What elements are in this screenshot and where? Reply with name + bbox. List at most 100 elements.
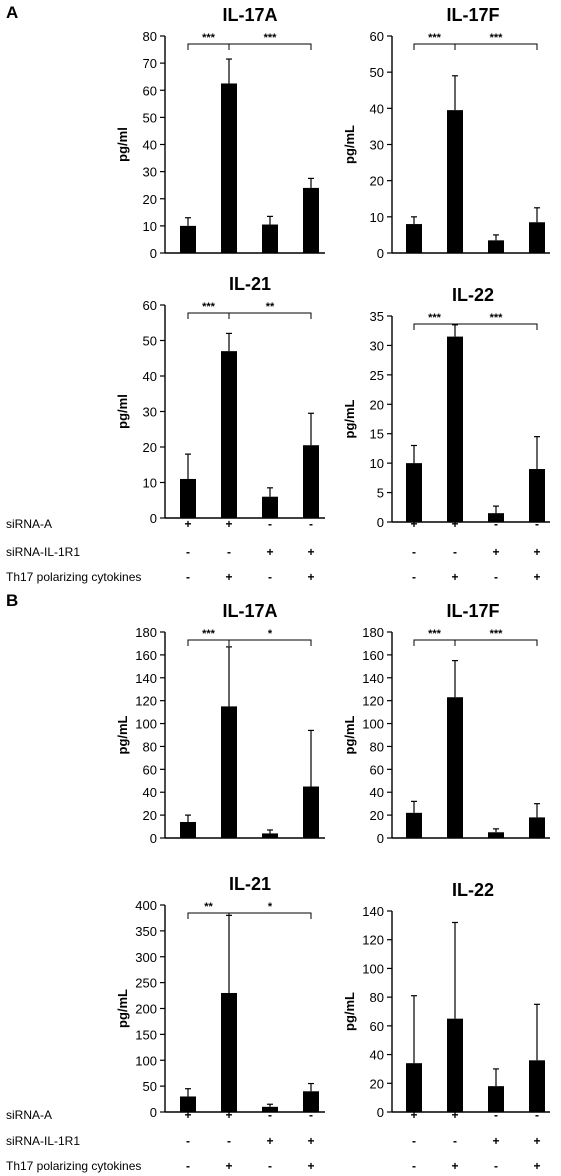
- condition-sign: +: [266, 545, 273, 559]
- y-tick-label: 350: [135, 924, 157, 939]
- significance-bracket: [187, 43, 230, 50]
- y-tick-label: 40: [143, 785, 157, 800]
- y-tick-label: 40: [143, 138, 157, 153]
- y-axis-label: pg/mL: [115, 715, 130, 754]
- y-tick-label: 0: [150, 831, 157, 846]
- y-tick-label: 60: [143, 298, 157, 313]
- y-tick-label: 30: [143, 165, 157, 180]
- y-tick-label: 140: [362, 904, 384, 919]
- y-axis-label: pg/mL: [342, 715, 357, 754]
- condition-sign: +: [533, 1159, 540, 1173]
- y-tick-label: 80: [370, 739, 384, 754]
- significance-label: **: [204, 901, 213, 913]
- condition-sign: -: [412, 545, 416, 559]
- bar: [303, 187, 319, 253]
- condition-sign: +: [266, 1134, 273, 1148]
- condition-sign: -: [227, 545, 231, 559]
- condition-row-label: Th17 polarizing cytokines: [6, 1159, 141, 1173]
- significance-label: ***: [490, 312, 504, 324]
- y-axis-label: pg/mL: [342, 399, 357, 438]
- condition-sign: -: [412, 1134, 416, 1148]
- condition-sign: -: [535, 517, 539, 531]
- bar: [529, 469, 545, 522]
- significance-bracket: [413, 639, 456, 646]
- condition-sign: +: [410, 1108, 417, 1122]
- y-tick-label: 30: [370, 138, 384, 153]
- condition-sign: +: [533, 545, 540, 559]
- condition-sign: +: [225, 1159, 232, 1173]
- panel-label: B: [6, 591, 18, 610]
- significance-bracket: [413, 323, 456, 330]
- significance-label: ***: [202, 301, 216, 313]
- condition-sign: -: [186, 1159, 190, 1173]
- condition-sign: -: [186, 570, 190, 584]
- condition-sign: +: [410, 517, 417, 531]
- y-tick-label: 50: [143, 334, 157, 349]
- significance-bracket: [228, 43, 312, 50]
- bar: [488, 1086, 504, 1112]
- bar: [303, 445, 319, 518]
- y-tick-label: 100: [362, 961, 384, 976]
- condition-sign: -: [494, 1108, 498, 1122]
- y-tick-label: 60: [143, 83, 157, 98]
- bar: [447, 1018, 463, 1112]
- bar: [262, 224, 278, 253]
- condition-sign: -: [412, 570, 416, 584]
- condition-sign: +: [307, 545, 314, 559]
- y-tick-label: 140: [135, 671, 157, 686]
- y-tick-label: 60: [370, 762, 384, 777]
- bar: [180, 1096, 196, 1112]
- condition-row-label: siRNA-IL-1R1: [6, 545, 80, 559]
- condition-sign: +: [225, 517, 232, 531]
- bar: [303, 1091, 319, 1112]
- y-tick-label: 60: [143, 762, 157, 777]
- y-tick-label: 160: [362, 648, 384, 663]
- chart-title: IL-17A: [222, 5, 277, 25]
- bar: [447, 336, 463, 522]
- chart-title: IL-22: [452, 285, 494, 305]
- condition-sign: -: [268, 1159, 272, 1173]
- y-tick-label: 0: [150, 1105, 157, 1120]
- y-tick-label: 20: [370, 397, 384, 412]
- bar: [447, 110, 463, 254]
- bar: [406, 812, 422, 838]
- y-tick-label: 35: [370, 309, 384, 324]
- bar: [447, 697, 463, 838]
- significance-bracket: [228, 912, 312, 919]
- y-tick-label: 300: [135, 950, 157, 965]
- condition-sign: -: [453, 1134, 457, 1148]
- significance-label: ***: [428, 32, 442, 44]
- y-tick-label: 0: [377, 246, 384, 261]
- condition-sign: -: [268, 570, 272, 584]
- significance-bracket: [454, 639, 538, 646]
- y-tick-label: 160: [135, 648, 157, 663]
- condition-sign: +: [533, 1134, 540, 1148]
- bar: [303, 786, 319, 838]
- y-tick-label: 180: [362, 625, 384, 640]
- y-tick-label: 5: [377, 486, 384, 501]
- chart-title: IL-21: [229, 274, 271, 294]
- condition-sign: +: [225, 570, 232, 584]
- condition-sign: -: [309, 1108, 313, 1122]
- y-tick-label: 100: [135, 1053, 157, 1068]
- condition-sign: -: [268, 1108, 272, 1122]
- y-tick-label: 80: [143, 739, 157, 754]
- significance-label: *: [268, 628, 273, 640]
- y-tick-label: 10: [143, 476, 157, 491]
- y-tick-label: 120: [135, 694, 157, 709]
- condition-sign: +: [451, 1108, 458, 1122]
- y-tick-label: 40: [370, 1048, 384, 1063]
- y-axis-label: pg/ml: [115, 394, 130, 429]
- bar: [221, 706, 237, 838]
- chart-title: IL-22: [452, 880, 494, 900]
- condition-row-label: siRNA-A: [6, 1108, 52, 1122]
- y-axis-label: pg/mL: [342, 992, 357, 1031]
- y-tick-label: 20: [143, 440, 157, 455]
- y-tick-label: 60: [370, 29, 384, 44]
- y-tick-label: 40: [143, 369, 157, 384]
- chart-title: IL-17F: [446, 601, 499, 621]
- y-tick-label: 80: [370, 990, 384, 1005]
- significance-label: ***: [428, 312, 442, 324]
- significance-bracket: [187, 639, 230, 646]
- condition-sign: -: [186, 545, 190, 559]
